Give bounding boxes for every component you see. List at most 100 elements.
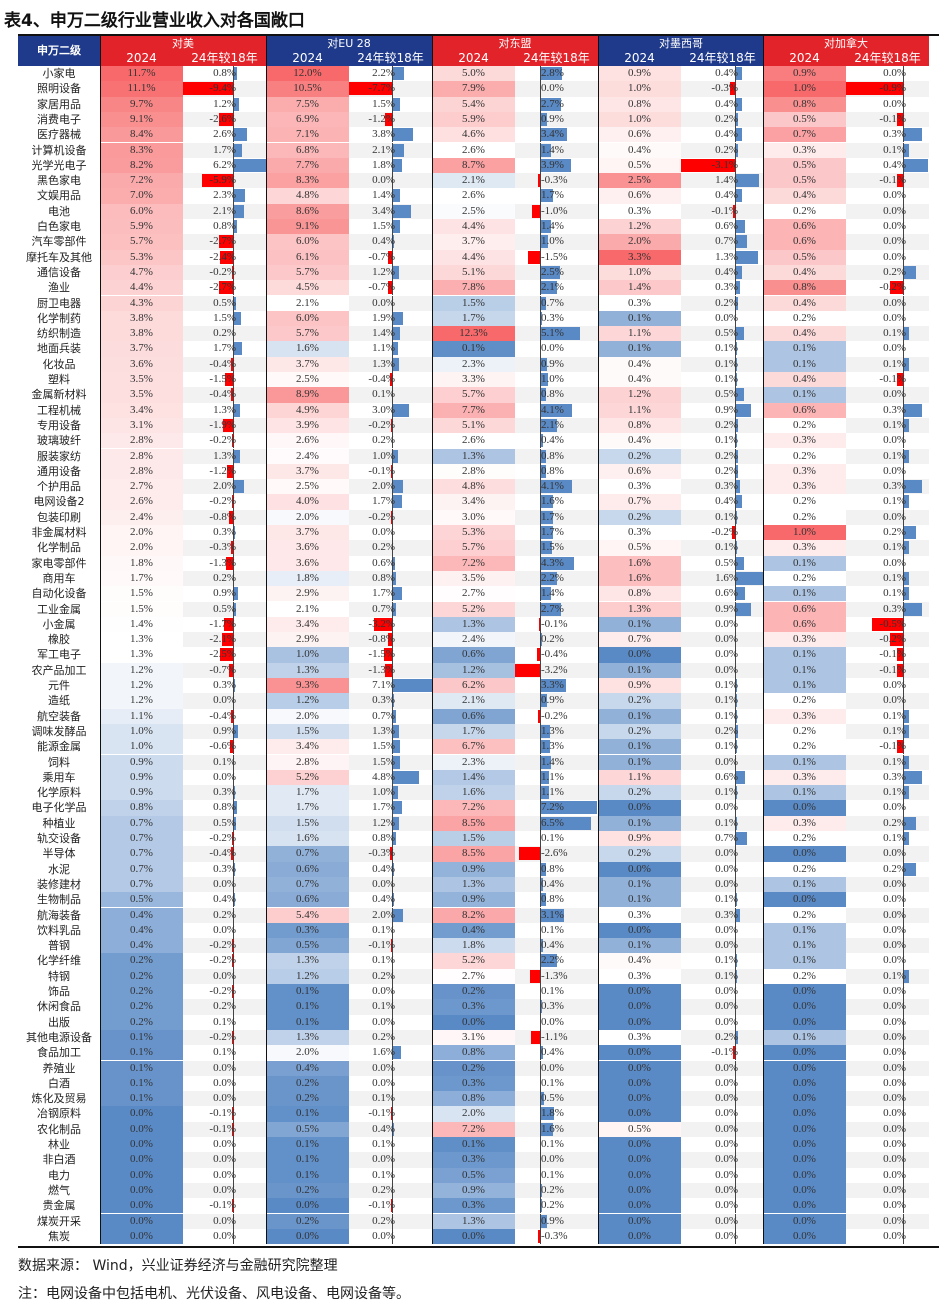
value-change: 1.2% [372,816,395,829]
value-2024: 0.1% [763,356,846,372]
bar-axis [540,463,541,480]
value-change: 0.0% [541,1015,564,1028]
change-cell: 0.2% [183,326,266,342]
negative-data-bar [391,464,392,478]
change-cell: 0.8% [349,831,432,847]
change-cell: 0.0% [183,1167,266,1183]
value-change: 0.0% [715,648,738,661]
value-change: 0.0% [213,1168,236,1181]
positive-data-bar [392,571,397,585]
value-2024: 0.1% [598,341,681,357]
positive-data-bar [392,862,395,876]
bar-axis [903,938,904,954]
value-change: 0.1% [715,434,738,447]
bar-axis [392,662,393,678]
bar-axis [540,953,541,969]
value-2024: 7.0% [100,188,183,204]
bar-axis [903,234,904,250]
positive-data-bar [540,786,549,800]
change-cell: 0.2% [349,1182,432,1199]
value-2024: 0.0% [598,922,681,939]
value-change: 0.0% [883,1000,906,1013]
positive-data-bar [540,128,567,142]
change-cell: 1.6% [515,494,598,510]
positive-data-bar [903,495,910,509]
negative-data-bar [537,1229,540,1243]
value-change: 0.0% [883,1183,906,1196]
negative-data-bar [731,526,735,539]
bar-axis [540,1075,541,1092]
change-cell: 2.0% [349,479,432,495]
bar-axis [735,769,736,786]
change-cell: 0.2% [846,264,929,281]
value-change: -2.5% [209,648,236,661]
value-2024: 0.3% [763,142,846,158]
positive-data-bar [540,143,552,157]
value-2024: 0.4% [763,188,846,204]
industry-name: 特钢 [48,969,70,983]
industry-name: 军工电子 [37,648,81,662]
value-change: 0.0% [715,1199,738,1212]
negative-data-bar [374,617,392,631]
change-cell: 0.1% [846,448,929,464]
change-cell: 3.3% [515,678,598,694]
change-cell: -0.1% [349,1198,432,1214]
value-change: 0.0% [372,1076,395,1089]
value-2024: 3.4% [100,402,183,418]
industry-name: 厨卫电器 [37,296,81,310]
value-2024: 0.2% [763,831,846,847]
positive-data-bar [540,97,562,111]
bar-axis [735,433,736,449]
value-2024: 6.8% [266,142,349,158]
change-cell: -0.2% [846,280,929,296]
change-cell: 1.7% [515,509,598,525]
positive-data-bar [540,373,548,386]
bar-axis [233,1075,234,1092]
value-2024: 0.0% [598,1091,681,1107]
bar-axis [735,219,736,235]
value-change: 0.1% [372,1168,395,1181]
change-cell: -2.6% [183,111,266,128]
bar-axis [903,157,904,174]
header-2024: 2024 [763,51,846,66]
positive-data-bar [540,449,547,463]
positive-data-bar [233,128,247,142]
value-change: -0.4% [209,709,236,722]
change-cell: 0.2% [681,295,764,311]
negative-data-bar [230,847,233,861]
change-cell: 0.0% [846,953,929,969]
value-change: 0.0% [715,311,738,324]
change-cell: 0.0% [681,647,764,663]
positive-data-bar [540,418,557,432]
bar-axis [540,1029,541,1046]
bar-axis [540,1091,541,1107]
bar-axis [392,616,393,633]
positive-data-bar [735,296,739,310]
value-2024: 0.1% [763,647,846,663]
negative-data-bar [385,112,392,126]
value-2024: 1.3% [432,448,515,464]
bar-axis [735,234,736,250]
industry-name: 白酒 [48,1076,70,1090]
change-cell: -1.5% [349,647,432,663]
bar-axis [903,1137,904,1153]
negative-data-bar [391,1107,392,1121]
value-change: 0.0% [883,847,906,860]
positive-data-bar [903,587,910,601]
bar-axis [735,754,736,770]
bar-axis [233,494,234,510]
value-2024: 0.2% [100,968,183,984]
positive-data-bar [540,571,558,585]
value-change: 1.5% [372,220,395,232]
change-cell: -7.7% [348,81,432,97]
positive-data-bar [233,403,240,417]
change-cell: 0.2% [681,417,764,434]
positive-data-bar [392,311,403,325]
value-2024: 0.1% [763,678,846,694]
industry-name: 电子化学品 [31,801,87,815]
value-change: 0.1% [372,388,395,401]
negative-data-bar [348,82,392,96]
bar-axis [903,387,904,403]
positive-data-bar [392,143,404,157]
bar-axis [392,1182,393,1199]
